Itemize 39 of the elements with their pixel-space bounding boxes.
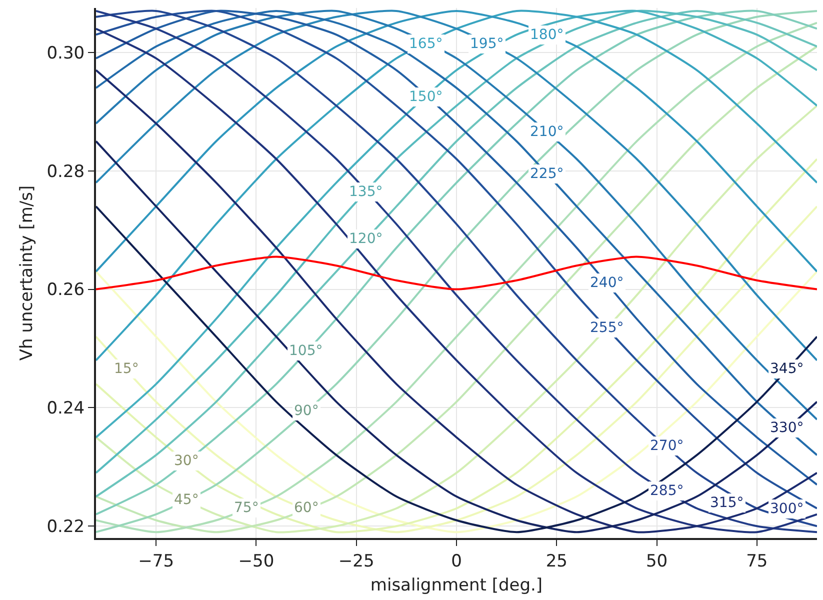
x-tick-label: 75 xyxy=(746,551,768,572)
series-label: 225° xyxy=(530,166,564,182)
series-label: 30° xyxy=(174,453,199,469)
series-label: 45° xyxy=(174,492,199,508)
series-label: 300° xyxy=(770,501,804,517)
series-label: 330° xyxy=(770,420,804,436)
series-label: 180° xyxy=(530,27,564,43)
y-tick-label: 0.28 xyxy=(46,162,85,182)
series-label: 285° xyxy=(650,483,684,499)
series-label: 75° xyxy=(234,500,259,516)
series-label: 150° xyxy=(409,89,443,105)
line-series xyxy=(96,10,817,273)
y-tick-label: 0.22 xyxy=(46,517,85,538)
x-tick-label: −50 xyxy=(238,551,274,572)
x-tick-label: −25 xyxy=(338,551,374,572)
series-label: 210° xyxy=(530,124,564,140)
x-tick-label: 0 xyxy=(451,551,462,572)
series-label: 315° xyxy=(710,495,744,511)
series-label: 345° xyxy=(770,361,804,377)
series-label: 90° xyxy=(294,403,319,419)
y-tick-label: 0.30 xyxy=(46,43,85,64)
series-label: 270° xyxy=(650,438,684,454)
y-tick-label: 0.24 xyxy=(46,398,85,419)
line-series xyxy=(96,256,817,290)
series-label: 15° xyxy=(114,361,139,377)
x-tick-label: −75 xyxy=(138,551,174,572)
series-label: 135° xyxy=(349,184,383,200)
x-tick-label: 25 xyxy=(546,551,568,572)
series-label: 240° xyxy=(590,275,624,291)
series-label: 195° xyxy=(470,36,504,52)
series-label: 255° xyxy=(590,320,624,336)
series-label: 105° xyxy=(289,343,323,359)
x-axis-title: misalignment [deg.] xyxy=(370,575,543,596)
y-tick-label: 0.26 xyxy=(46,280,85,300)
series-label: 60° xyxy=(294,500,319,516)
x-tick-label: 50 xyxy=(646,551,668,572)
series-label: 120° xyxy=(349,231,383,247)
series-label: 165° xyxy=(409,36,443,52)
y-axis-title: Vh uncertainty [m/s] xyxy=(16,185,37,361)
